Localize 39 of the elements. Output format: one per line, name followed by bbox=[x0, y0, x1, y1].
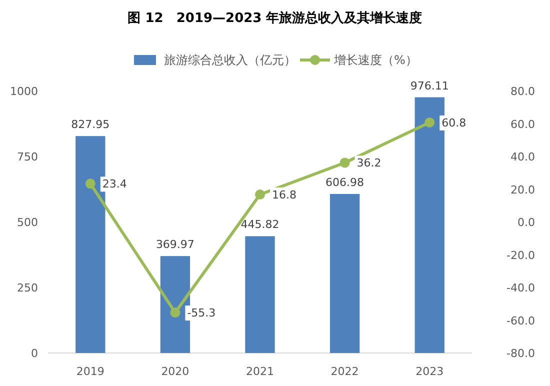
point bbox=[340, 158, 350, 168]
y-tick-label: 250 bbox=[17, 282, 38, 294]
point bbox=[170, 308, 180, 318]
data-label: 36.2 bbox=[356, 156, 382, 170]
y-tick-label: 500 bbox=[17, 216, 38, 229]
x-tick-label: 2022 bbox=[330, 365, 359, 378]
legend-label: 增长速度（%） bbox=[333, 53, 418, 67]
data-label: 606.98 bbox=[326, 176, 364, 189]
data-label: 976.11 bbox=[410, 79, 449, 92]
x-tick-label: 2023 bbox=[416, 365, 444, 378]
data-label: 23.4 bbox=[102, 178, 127, 191]
y-tick-label: 0 bbox=[31, 347, 38, 360]
chart-title: 图 12 2019—2023 年旅游总收入及其增长速度 bbox=[128, 10, 422, 26]
bar bbox=[330, 194, 360, 353]
data-label: 827.95 bbox=[71, 118, 110, 132]
y2-tick-label: 40.0 bbox=[510, 150, 535, 164]
y2-tick-label: 0.0 bbox=[518, 216, 535, 229]
y2-tick-label: 20.0 bbox=[510, 183, 535, 196]
y2-tick-label: -40.0 bbox=[506, 282, 535, 294]
y-tick-label: 1000 bbox=[10, 85, 38, 98]
y2-tick-label: -80.0 bbox=[506, 347, 535, 360]
y2-tick-label: -20.0 bbox=[506, 248, 535, 262]
x-tick-label: 2021 bbox=[246, 365, 274, 378]
x-tick-label: 2020 bbox=[161, 365, 190, 378]
point bbox=[85, 178, 96, 189]
data-label: 60.8 bbox=[442, 116, 466, 130]
data-label: 16.8 bbox=[272, 188, 296, 202]
data-label: 445.82 bbox=[240, 218, 280, 232]
bar bbox=[245, 236, 275, 353]
y2-tick-label: -60.0 bbox=[506, 314, 535, 328]
x-tick-label: 2019 bbox=[76, 365, 104, 378]
legend-label: 旅游综合总收入（亿元） bbox=[164, 53, 296, 67]
y2-tick-label: 60.0 bbox=[510, 118, 535, 131]
point bbox=[424, 117, 435, 128]
y-tick-label: 750 bbox=[17, 150, 38, 164]
point bbox=[255, 189, 265, 200]
data-label: 369.97 bbox=[156, 238, 194, 252]
data-label: -55.3 bbox=[187, 306, 216, 320]
y2-tick-label: 80.0 bbox=[510, 85, 535, 98]
